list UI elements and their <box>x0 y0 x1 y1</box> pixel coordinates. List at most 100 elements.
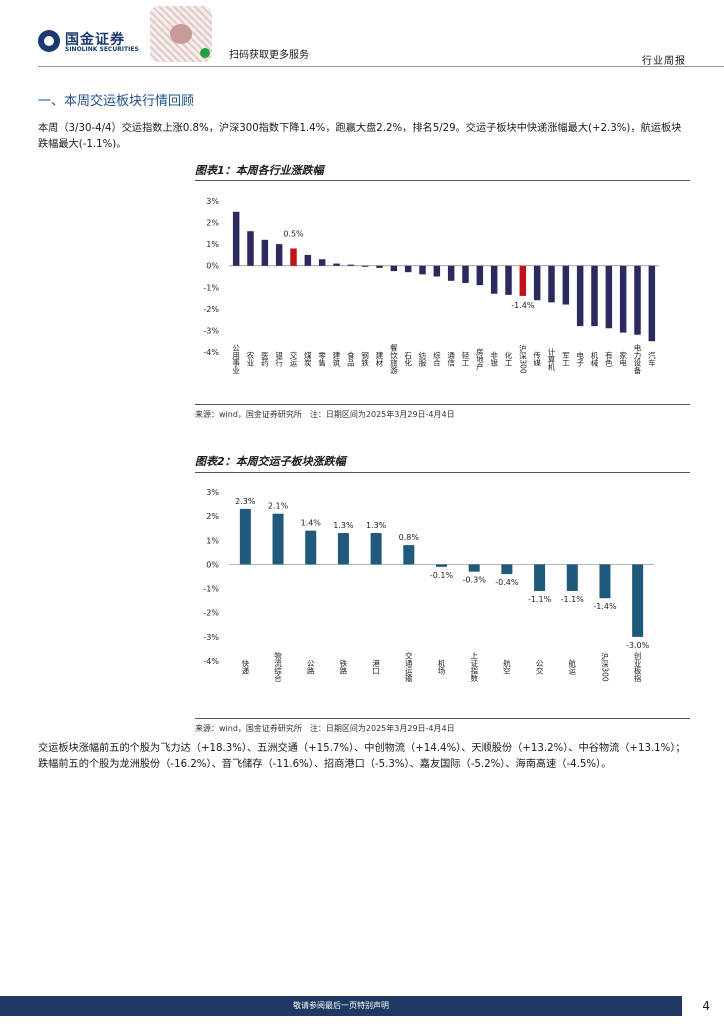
bar-家电 <box>619 265 627 333</box>
bar-有色 <box>605 265 613 329</box>
y-tick-label: 2% <box>206 219 219 228</box>
data-label: 1.4% <box>301 519 322 528</box>
data-label: -3.0% <box>626 641 650 650</box>
logo-english-name: SINOLINK SECURITIES <box>65 46 139 53</box>
category-label: 交通运输 <box>404 651 413 684</box>
category-label: 综合 <box>432 350 441 368</box>
bar-房地产 <box>476 265 484 286</box>
category-label: 沪深300 <box>600 651 609 682</box>
bar-化工 <box>505 265 512 295</box>
figure1-title: 图表1：本周各行业涨跌幅 <box>195 164 324 177</box>
category-label: 煤炭 <box>303 350 312 368</box>
data-label: -0.1% <box>430 571 454 580</box>
data-label: 1.3% <box>333 521 354 530</box>
page-number: 4 <box>702 999 710 1013</box>
bar-创业板指 <box>632 564 644 637</box>
stock-movers-paragraph: 交运板块涨幅前五的个股为飞力达（+18.3%）、五洲交通（+15.7%）、中创物… <box>38 743 686 770</box>
bar-公路 <box>305 530 317 565</box>
category-label: 汽车 <box>647 350 656 368</box>
figure1-bottom-rule <box>195 404 690 405</box>
bar-铁路 <box>337 533 349 565</box>
bar-交通运输 <box>403 545 415 565</box>
category-label: 银行 <box>274 351 283 368</box>
category-label: 有色 <box>604 350 613 367</box>
summary-paragraph: 本周（3/30-4/4）交运指数上涨0.8%，沪深300指数下降1.4%，跑赢大… <box>38 123 682 150</box>
data-label: -0.3% <box>463 576 487 585</box>
bar-沪深300 <box>519 265 527 296</box>
bar-建筑 <box>333 263 340 266</box>
category-label: 化工 <box>504 350 513 367</box>
category-label: 农业 <box>246 350 255 367</box>
logo-chinese-name: 国金证券 <box>65 32 125 48</box>
category-label: 港口 <box>371 658 380 675</box>
industry-change-chart: 3% 2% 1% 0% -1% -2% -3% -4% 公用事业 农业 医药 银行 交运 煤炭 零售 建筑 食品… <box>203 197 659 376</box>
category-label: 机械 <box>590 350 599 368</box>
y-tick-label: -4% <box>203 657 219 666</box>
data-label: 0.8% <box>399 533 420 542</box>
sinolink-logo-mark <box>38 30 60 52</box>
bar-航运 <box>566 564 578 591</box>
bar-零售 <box>318 259 326 266</box>
y-tick-label: -2% <box>203 305 219 314</box>
bar-物流综合 <box>272 513 284 565</box>
figure1-top-rule <box>195 180 690 181</box>
bar-沪深300 <box>599 564 611 599</box>
bar-煤炭 <box>304 254 312 266</box>
sinolink-logo: 国金证券 SINOLINK SECURITIES <box>38 28 148 58</box>
y-tick-label: 1% <box>206 240 219 249</box>
data-label: -1.4% <box>593 602 617 611</box>
category-label: 公交 <box>535 660 544 676</box>
qr-center-badge <box>170 24 192 44</box>
y-tick-label: -1% <box>203 585 219 594</box>
y-tick-label: 2% <box>206 512 219 521</box>
bar-机械 <box>591 265 598 327</box>
y-tick-label: -1% <box>203 283 219 292</box>
category-label: 交运 <box>289 350 298 368</box>
bar-建材 <box>376 265 383 268</box>
bar-传媒 <box>533 265 541 301</box>
category-label: 上证指数 <box>469 652 478 684</box>
category-label: 餐饮旅游 <box>389 344 398 376</box>
figure2-bottom-rule <box>195 718 690 719</box>
y-tick-label: 1% <box>206 536 219 545</box>
category-label: 零售 <box>317 351 326 368</box>
category-label: 非银 <box>489 350 498 368</box>
bar-食品 <box>347 264 355 266</box>
bar-上证指数 <box>468 564 480 572</box>
y-tick-label: -3% <box>203 326 219 335</box>
bar-公用事业 <box>232 211 240 266</box>
section-title: 一、本周交运板块行情回顾 <box>38 94 195 109</box>
bar-公交 <box>534 564 546 591</box>
y-tick-label: -4% <box>203 348 219 357</box>
data-label: 0.5% <box>283 229 304 238</box>
category-label: 物流综合 <box>273 651 282 684</box>
y-tick-label: -2% <box>203 609 219 618</box>
figure2-top-rule <box>195 472 690 473</box>
data-label: -1.1% <box>561 595 585 604</box>
scan-prompt: 扫码获取更多服务 <box>229 50 309 61</box>
figure2-source: 来源：wind，国金证券研究所 注：日期区间为2025年3月29日-4月4日 <box>195 724 455 733</box>
data-label: 2.3% <box>235 497 256 506</box>
category-label: 医药 <box>260 351 269 368</box>
figure1-source: 来源：wind，国金证券研究所 注：日期区间为2025年3月29日-4月4日 <box>195 410 455 419</box>
category-label: 通信 <box>446 350 455 368</box>
bar-汽车 <box>648 265 656 342</box>
category-label: 纺服 <box>418 350 427 368</box>
bar-医药 <box>261 239 269 266</box>
header-divider <box>38 66 724 67</box>
category-label: 航空 <box>502 658 511 675</box>
y-tick-label: 3% <box>206 197 219 206</box>
category-label: 房地产 <box>475 346 484 371</box>
y-tick-label: 0% <box>206 262 219 271</box>
bar-非银 <box>490 265 498 294</box>
category-label: 家电 <box>618 350 627 367</box>
category-label: 传媒 <box>532 350 541 368</box>
qr-code-icon[interactable] <box>150 6 212 62</box>
category-label: 食品 <box>346 350 355 368</box>
category-label: 航运 <box>568 658 577 676</box>
bar-航空 <box>501 564 513 575</box>
category-label: 机场 <box>437 658 446 676</box>
data-label: -1.4% <box>511 301 535 310</box>
category-label: 铁路 <box>339 658 348 675</box>
footer-bar <box>0 996 682 1016</box>
